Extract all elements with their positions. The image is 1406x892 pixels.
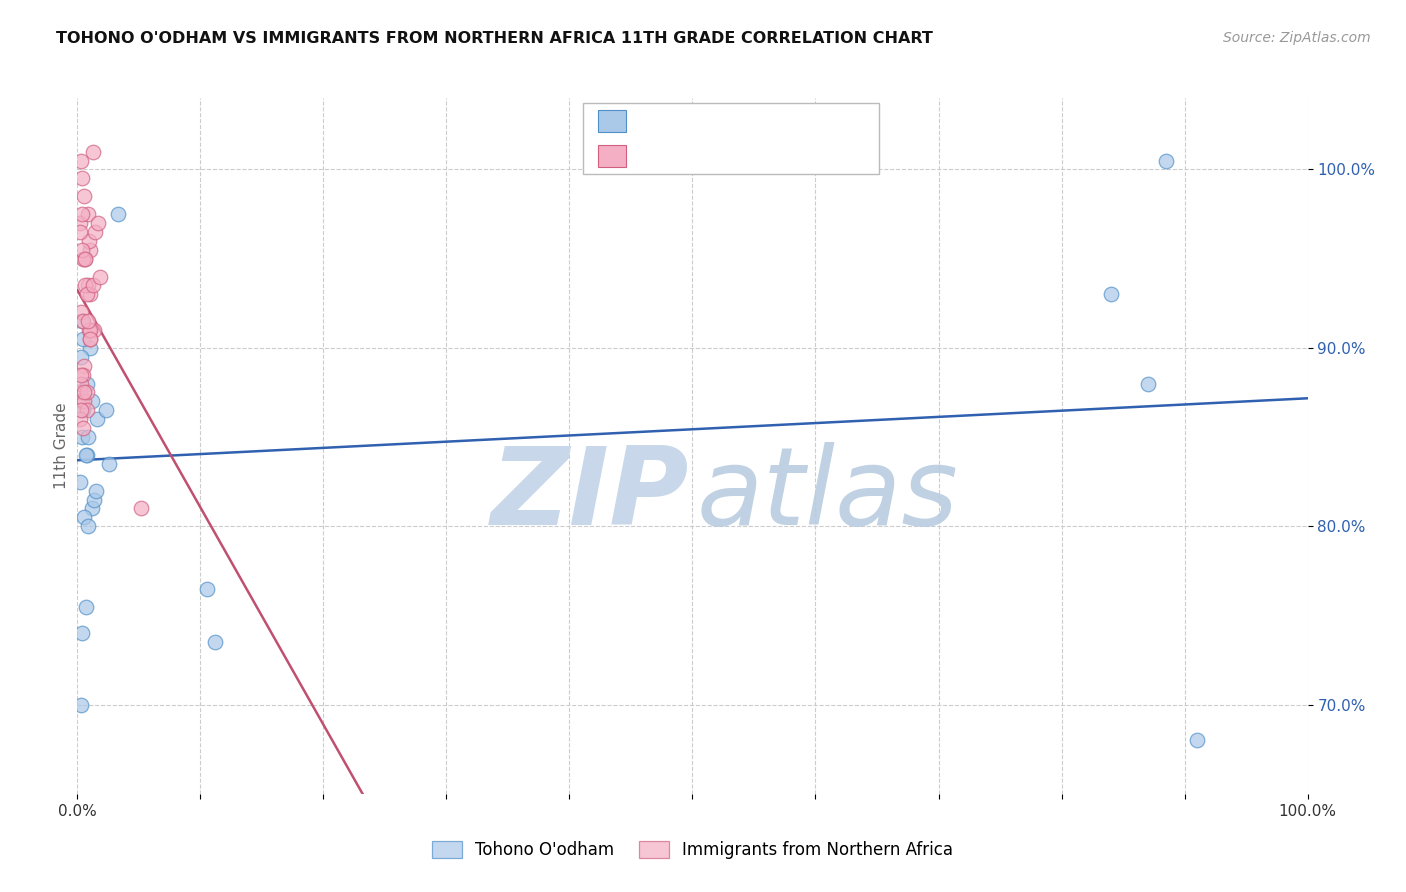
Point	[204, 635, 226, 649]
Point	[1154, 153, 1177, 168]
Text: ZIP: ZIP	[491, 442, 689, 548]
Point	[76, 519, 98, 533]
Point	[75, 599, 97, 614]
Point	[73, 394, 96, 409]
Point	[69, 385, 91, 400]
Point	[76, 403, 98, 417]
Point	[94, 403, 117, 417]
Point	[69, 153, 91, 168]
Point	[70, 698, 93, 712]
Point	[77, 314, 100, 328]
Point	[82, 501, 104, 516]
Point	[1185, 733, 1208, 747]
Point	[72, 252, 94, 266]
Text: atlas: atlas	[696, 442, 957, 547]
Point	[79, 243, 101, 257]
Legend: Tohono O'odham, Immigrants from Northern Africa: Tohono O'odham, Immigrants from Northern…	[425, 834, 960, 865]
Point	[70, 403, 93, 417]
Point	[76, 376, 98, 391]
Point	[79, 341, 101, 355]
Point	[79, 287, 101, 301]
Point	[70, 243, 93, 257]
Point	[77, 323, 100, 337]
Point	[75, 252, 97, 266]
Point	[69, 225, 91, 239]
Point	[82, 145, 104, 159]
Point	[75, 278, 97, 293]
Point	[84, 483, 107, 498]
Point	[70, 376, 93, 391]
Point	[107, 207, 129, 221]
Point	[82, 394, 104, 409]
Point	[79, 323, 101, 337]
Point	[69, 305, 91, 319]
Point	[73, 189, 96, 203]
Point	[75, 252, 97, 266]
Point	[75, 448, 97, 462]
Point	[70, 314, 93, 328]
Point	[195, 582, 218, 596]
Point	[70, 394, 93, 409]
Point	[73, 510, 96, 524]
Point	[77, 234, 100, 248]
Point	[1099, 287, 1122, 301]
Point	[76, 385, 98, 400]
Point	[83, 492, 105, 507]
Point	[129, 501, 153, 516]
Point	[89, 269, 111, 284]
Point	[70, 430, 93, 444]
Point	[72, 403, 94, 417]
Point	[1136, 376, 1159, 391]
Point	[77, 278, 100, 293]
Point	[69, 412, 91, 426]
Point	[70, 171, 93, 186]
Point	[69, 475, 91, 489]
Text: TOHONO O'ODHAM VS IMMIGRANTS FROM NORTHERN AFRICA 11TH GRADE CORRELATION CHART: TOHONO O'ODHAM VS IMMIGRANTS FROM NORTHE…	[56, 31, 934, 46]
Point	[72, 332, 94, 346]
Point	[70, 626, 93, 640]
Point	[98, 457, 121, 471]
Point	[73, 359, 96, 373]
Point	[76, 207, 98, 221]
Text: R =  0.308   N = 44: R = 0.308 N = 44	[633, 151, 839, 169]
Point	[69, 385, 91, 400]
Point	[76, 448, 98, 462]
Point	[73, 385, 96, 400]
Point	[79, 332, 101, 346]
Point	[72, 314, 94, 328]
Text: Source: ZipAtlas.com: Source: ZipAtlas.com	[1223, 31, 1371, 45]
Point	[72, 421, 94, 435]
Point	[84, 225, 107, 239]
Point	[86, 412, 108, 426]
Point	[86, 216, 108, 230]
Y-axis label: 11th Grade: 11th Grade	[53, 402, 69, 490]
Point	[70, 350, 93, 364]
Point	[82, 278, 104, 293]
Point	[79, 332, 101, 346]
Point	[70, 207, 93, 221]
Text: R = -0.058   N = 31: R = -0.058 N = 31	[633, 116, 839, 134]
Point	[77, 430, 100, 444]
Point	[69, 368, 91, 382]
Point	[69, 216, 91, 230]
Point	[76, 287, 98, 301]
Point	[72, 368, 94, 382]
Point	[83, 323, 105, 337]
